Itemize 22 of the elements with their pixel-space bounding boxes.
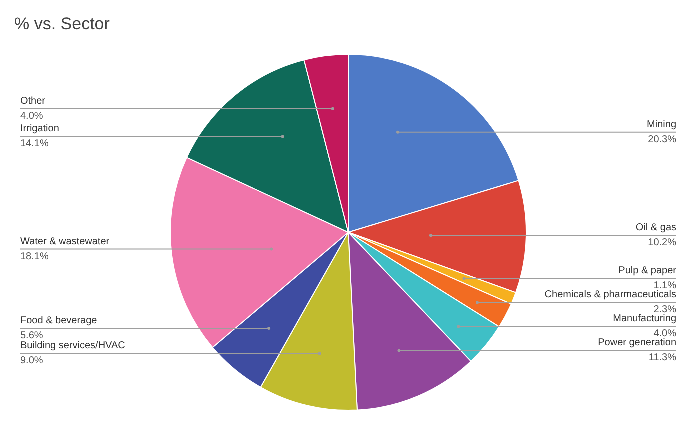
slice-label: Mining [647, 119, 677, 130]
slice-label: Oil & gas [636, 222, 677, 234]
slice-label: Manufacturing [613, 314, 677, 325]
data-label: 4.0% [20, 110, 44, 122]
chart-title: % vs. Sector [14, 14, 110, 34]
slice-label: Irrigation [20, 124, 60, 135]
data-label: 2.3% [654, 304, 677, 316]
slice-label: Food & beverage [20, 316, 98, 327]
slice-label: Chemicals & pharmaceuticals [544, 290, 676, 301]
slice-label: Other [20, 96, 46, 107]
data-label: 14.1% [20, 138, 49, 150]
data-label: 4.0% [654, 328, 677, 340]
data-label: 18.1% [20, 251, 49, 262]
data-label: 20.3% [648, 134, 677, 146]
data-label: 11.3% [648, 352, 677, 364]
slice-label: Building services/HVAC [20, 340, 126, 352]
data-label: 9.0% [20, 356, 44, 367]
slice-label: Water & wastewater [20, 236, 110, 248]
slice-label: Pulp & paper [618, 266, 678, 277]
data-label: 5.6% [20, 330, 44, 342]
slice-label: Power generation [598, 338, 677, 349]
data-label: 10.2% [648, 238, 677, 249]
